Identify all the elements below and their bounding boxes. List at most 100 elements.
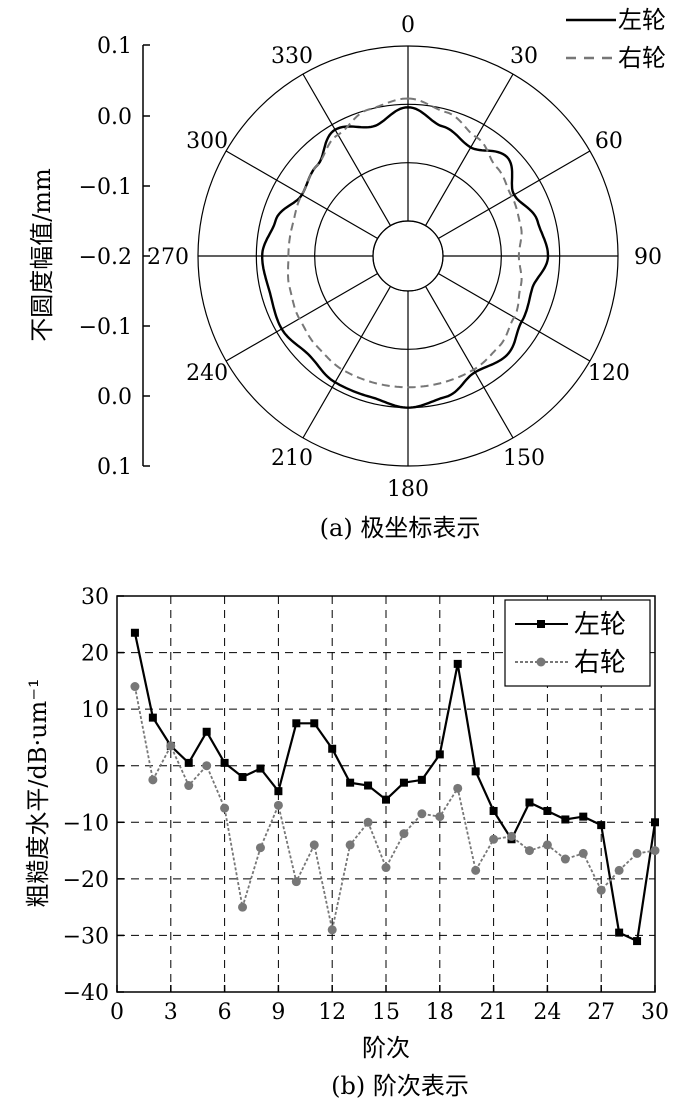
legend-marker (536, 657, 546, 667)
data-point (489, 834, 499, 844)
y-tick-label: 0 (95, 755, 109, 780)
polar-spoke (424, 73, 514, 226)
angle-tick-label: 150 (503, 446, 545, 471)
x-tick-label: 24 (533, 1000, 561, 1025)
series-curve-左轮 (261, 106, 550, 409)
data-point (328, 744, 337, 753)
data-point (382, 795, 390, 804)
y-tick-label: 10 (81, 698, 109, 723)
data-point (453, 659, 462, 668)
data-point (202, 761, 212, 771)
x-axis-label: 阶次 (362, 1034, 410, 1062)
x-tick-label: 15 (372, 1000, 400, 1025)
data-point (381, 863, 391, 873)
data-point (596, 885, 606, 895)
radial-tick-label: 0.0 (97, 105, 132, 130)
data-point (471, 865, 481, 875)
data-point (238, 773, 247, 782)
data-point (543, 806, 552, 815)
legend-box (504, 599, 651, 687)
legend-marker (537, 620, 545, 628)
data-point (651, 818, 659, 827)
y-tick-label: 30 (81, 585, 109, 610)
y-tick-label: −40 (63, 981, 109, 1006)
radial-tick-label: −0.2 (79, 245, 132, 270)
data-point (184, 781, 194, 791)
legend-label: 右轮 (618, 44, 666, 72)
data-point (273, 800, 283, 810)
data-point (255, 843, 265, 853)
data-point (399, 829, 409, 839)
polar-spoke (302, 73, 392, 226)
data-point (650, 846, 660, 856)
data-point (471, 767, 480, 776)
data-point (184, 758, 193, 767)
polar-spoke (225, 272, 378, 362)
data-point (560, 854, 570, 864)
angle-tick-label: 330 (271, 44, 313, 69)
data-point (148, 775, 158, 785)
angle-tick-label: 30 (510, 44, 538, 69)
data-point (579, 812, 588, 821)
data-point (327, 925, 337, 935)
polar-ring (372, 220, 444, 292)
polar-spoke (302, 286, 392, 439)
data-point (346, 778, 355, 787)
data-point (614, 865, 624, 875)
angle-tick-label: 0 (401, 13, 415, 38)
data-point (309, 840, 319, 850)
order-caption: (b) 阶次表示 (331, 1072, 469, 1100)
legend-label: 右轮 (574, 648, 626, 678)
polar-spoke (424, 286, 514, 439)
data-point (130, 682, 140, 692)
order-chart: 0 3 6 9 12 15 18 21 24 27 30 −40 −30 −20 −10 0 10 20 30 阶次… (24, 585, 669, 1100)
data-point (633, 937, 642, 946)
series-curve-右轮 (287, 97, 523, 389)
y-tick-label: −30 (63, 924, 109, 949)
data-point (507, 831, 517, 841)
data-point (274, 787, 283, 796)
x-tick-label: 12 (318, 1000, 346, 1025)
x-tick-label: 6 (218, 1000, 232, 1025)
data-point (525, 798, 534, 807)
angle-tick-label: 240 (186, 361, 228, 386)
angle-tick-label: 270 (147, 245, 189, 270)
x-tick-label: 27 (587, 1000, 615, 1025)
data-point (453, 783, 463, 793)
data-point (291, 877, 301, 887)
angle-tick-label: 180 (387, 477, 429, 502)
data-point (561, 815, 570, 824)
data-point (597, 821, 606, 830)
angle-tick-label: 120 (588, 361, 630, 386)
data-point (542, 840, 552, 850)
angle-tick-label: 210 (271, 446, 313, 471)
data-point (489, 806, 498, 815)
data-point (130, 628, 139, 637)
polar-y-axis-label: 不圆度幅值/mm (28, 168, 56, 342)
series-line-右轮 (134, 686, 656, 930)
data-point (220, 803, 230, 813)
radial-tick-label: −0.1 (79, 175, 132, 200)
data-point (364, 781, 373, 790)
radial-tick-label: 0.1 (97, 34, 132, 59)
angle-tick-label: 90 (634, 245, 662, 270)
x-tick-label: 21 (480, 1000, 508, 1025)
data-point (256, 764, 265, 773)
radial-tick-label: 0.1 (97, 455, 132, 480)
data-point (220, 758, 229, 767)
angle-tick-label: 300 (186, 129, 228, 154)
y-tick-label: 20 (81, 642, 109, 667)
data-point (363, 817, 373, 827)
data-point (417, 809, 427, 819)
x-tick-label: 0 (110, 1000, 124, 1025)
y-tick-label: −20 (63, 868, 109, 893)
x-tick-label: 30 (641, 1000, 669, 1025)
radial-tick-label: 0.0 (97, 385, 132, 410)
data-point (345, 840, 355, 850)
data-point (148, 713, 157, 722)
data-point (578, 848, 588, 858)
data-point (632, 848, 642, 858)
